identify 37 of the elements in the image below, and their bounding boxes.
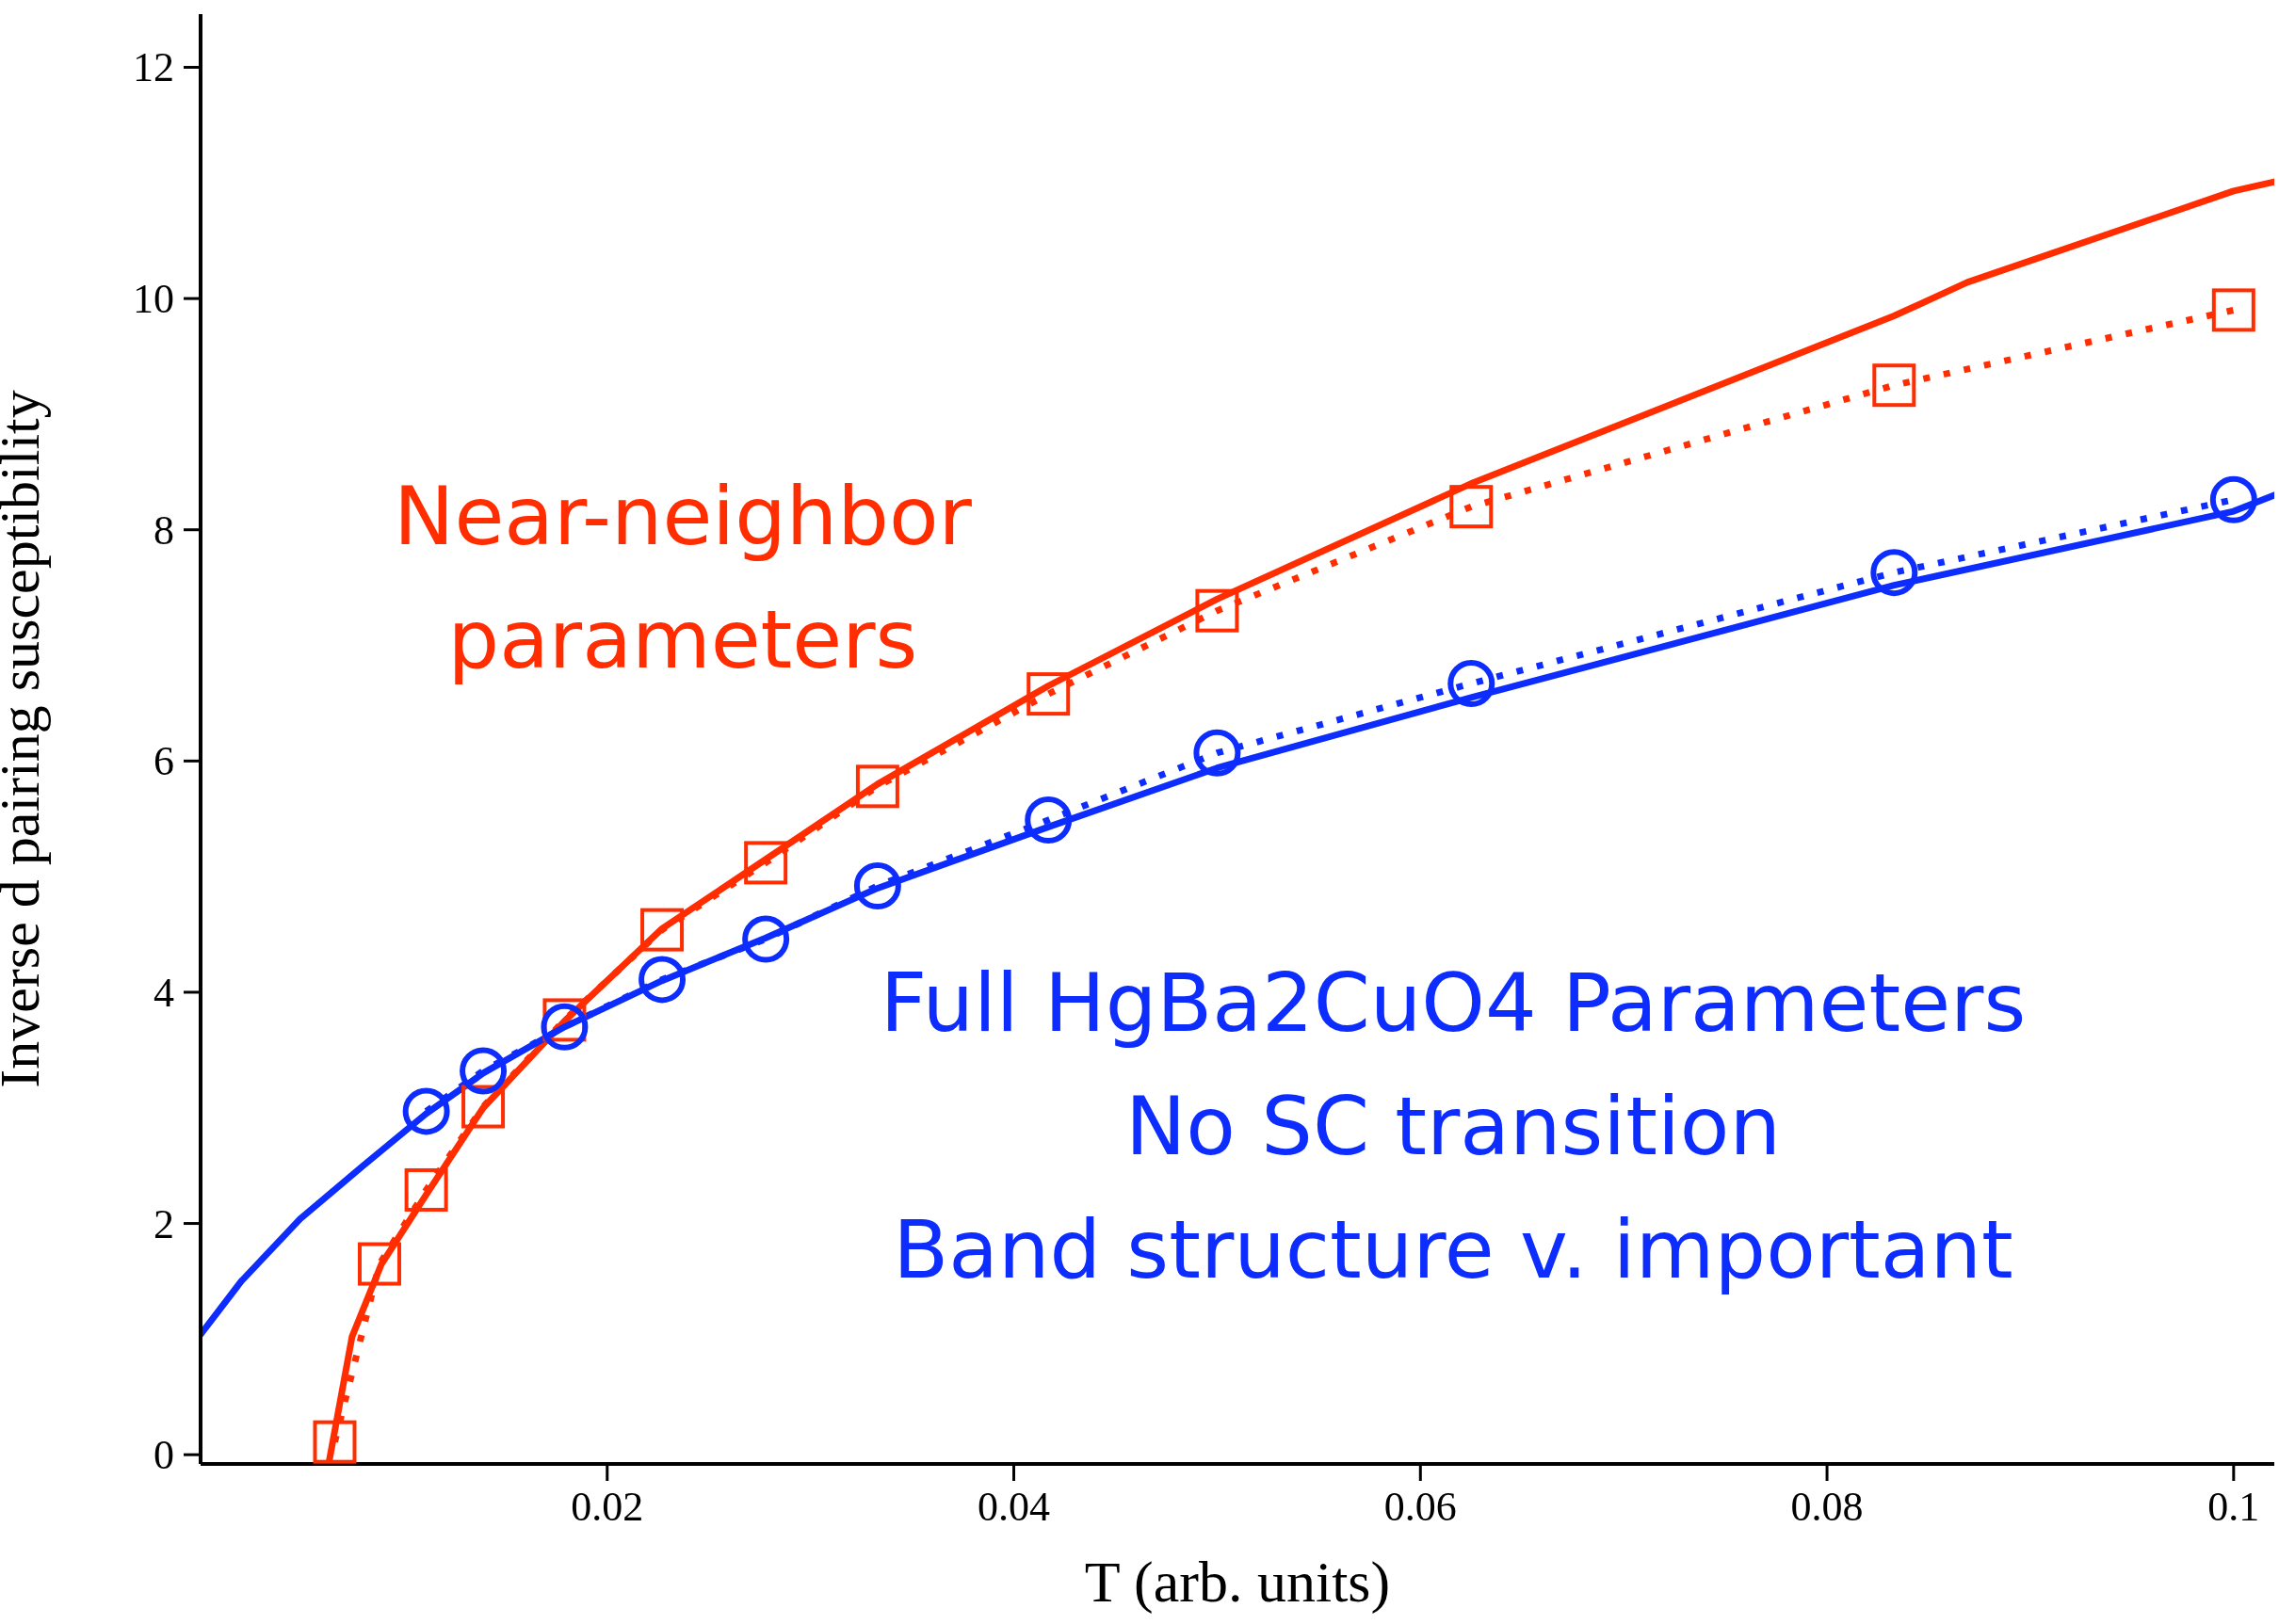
- x-tick-label: 0.1: [2207, 1484, 2260, 1530]
- point: [638, 956, 687, 1004]
- y-tick-label: 10: [133, 276, 174, 323]
- point: [357, 1242, 401, 1286]
- point: [2211, 288, 2255, 332]
- x-tick-label: 0.02: [571, 1484, 644, 1530]
- x-tick-label: 0.06: [1383, 1484, 1457, 1530]
- point: [1870, 549, 1918, 597]
- point: [744, 841, 788, 885]
- y-tick-label: 8: [154, 506, 174, 554]
- point: [640, 908, 685, 952]
- annotation: Full HgBa2CuO4 Parameters No SC transition Band structure v. important: [880, 956, 2027, 1296]
- point: [1025, 796, 1073, 844]
- point: [313, 1420, 357, 1464]
- x-tick-label: 0.08: [1790, 1484, 1864, 1530]
- point: [1195, 588, 1239, 633]
- y-tick-label: 6: [154, 738, 174, 785]
- y-tick-label: 4: [154, 969, 174, 1016]
- point: [404, 1167, 448, 1212]
- point: [1447, 660, 1495, 708]
- point: [855, 764, 899, 809]
- x-axis-title: T (arb. units): [1084, 1550, 1391, 1615]
- y-axis-title: Inverse d pairing susceptibility: [0, 390, 52, 1088]
- y-tick-label: 2: [154, 1200, 174, 1247]
- point: [2209, 475, 2257, 523]
- point: [1026, 672, 1071, 716]
- point: [541, 1003, 589, 1051]
- y-tick-label: 12: [133, 44, 174, 91]
- y-tick-label: 0: [154, 1432, 174, 1479]
- point: [742, 915, 790, 963]
- point: [1449, 485, 1494, 529]
- point: [853, 861, 901, 909]
- annotation: Near-neighbor parameters: [394, 469, 973, 686]
- point: [1193, 729, 1241, 777]
- point: [402, 1087, 450, 1135]
- point: [1872, 363, 1916, 408]
- x-tick-label: 0.04: [978, 1484, 1051, 1530]
